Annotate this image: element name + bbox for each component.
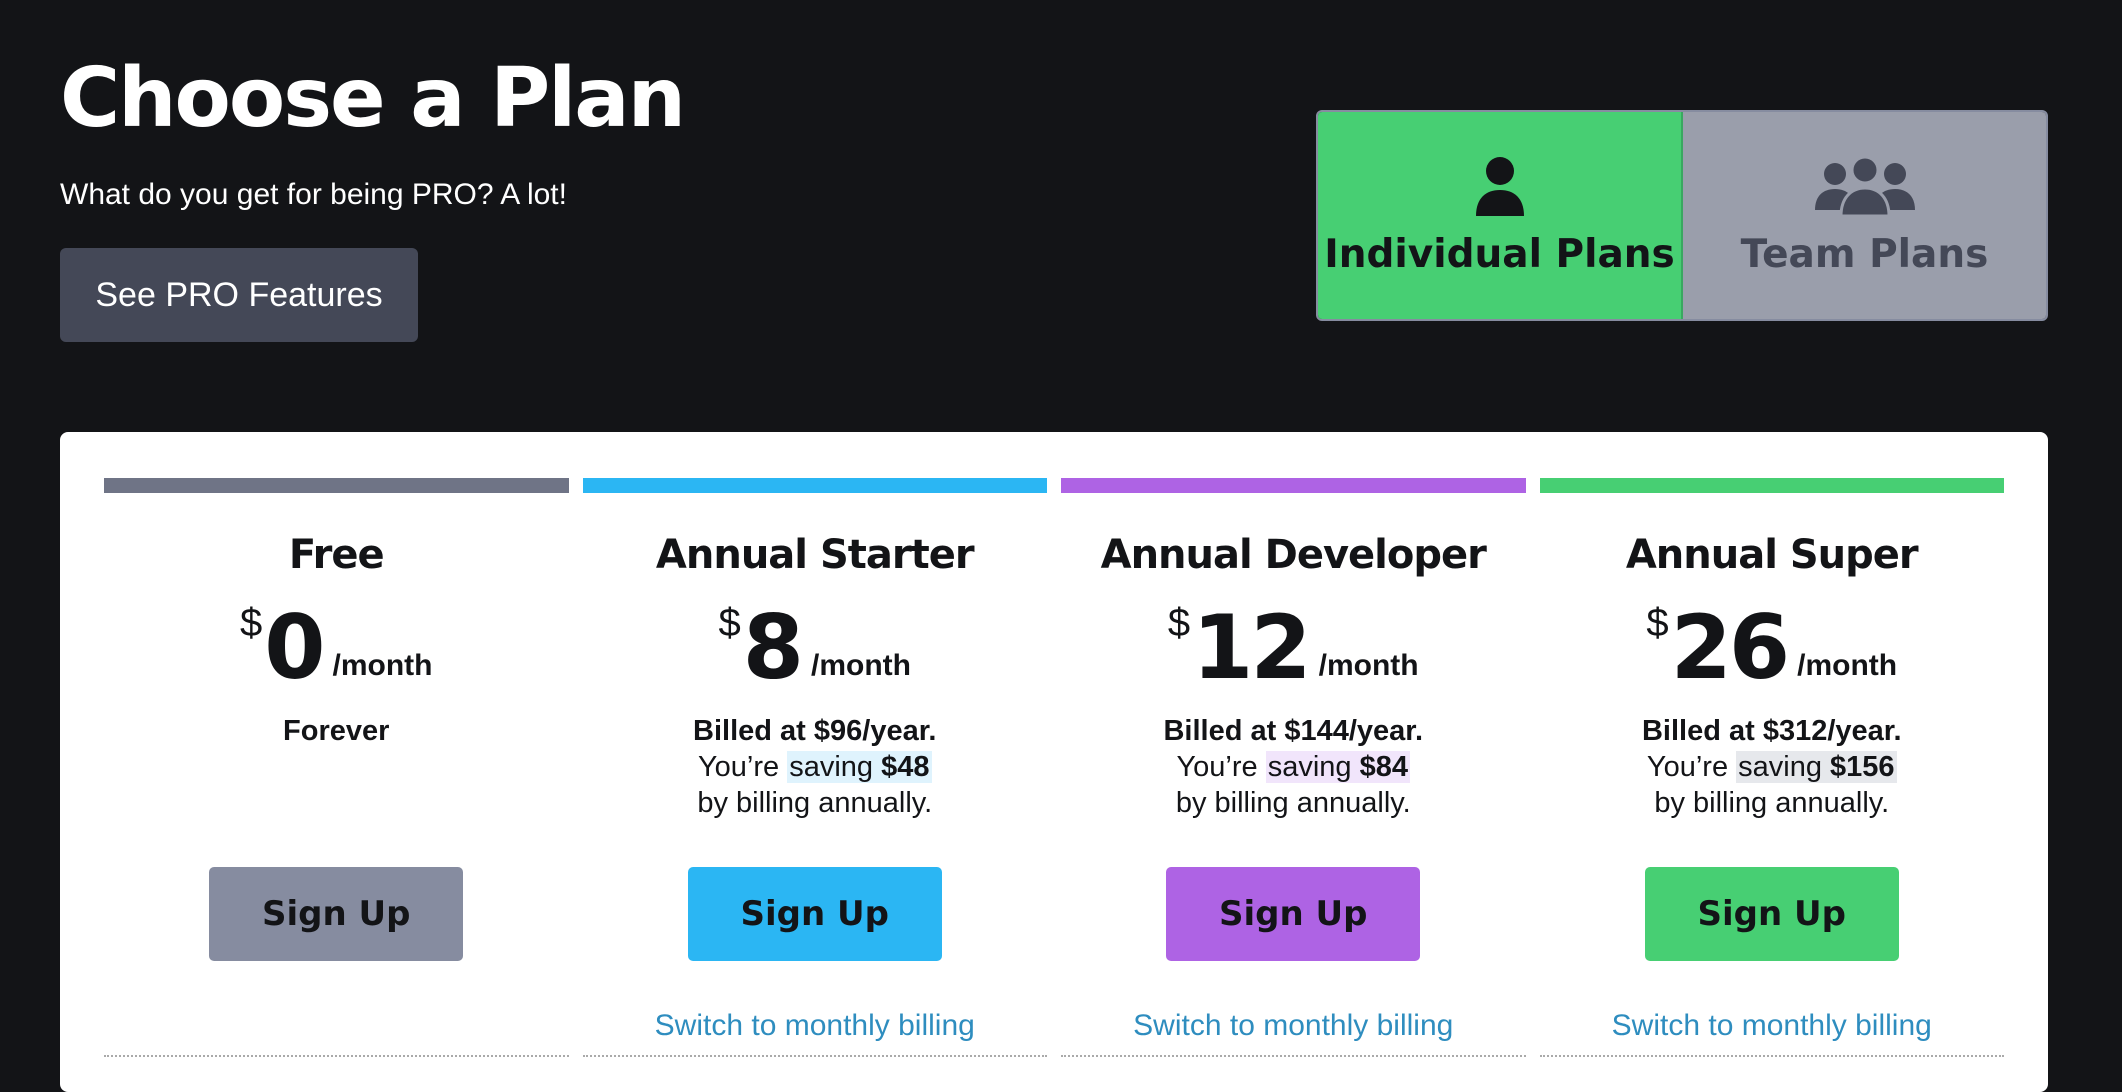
saving-word: saving xyxy=(789,751,874,783)
individual-plans-label: Individual Plans xyxy=(1324,232,1675,277)
saving-prefix: You’re xyxy=(697,751,788,783)
plans-card: Free $ 0 /month Forever Sign Up Annual S… xyxy=(60,432,2048,1092)
plan-price: $ 0 /month xyxy=(104,595,569,699)
billing-info: Billed at $96/year. You’re saving $48 by… xyxy=(583,713,1048,849)
plan-color-bar xyxy=(582,478,1047,493)
sign-up-button-annual-super[interactable]: Sign Up xyxy=(1644,867,1899,961)
price-period: /month xyxy=(332,649,433,682)
price-currency: $ xyxy=(718,601,741,645)
price-amount: 12 xyxy=(1192,595,1311,699)
team-plans-tab[interactable]: Team Plans xyxy=(1683,112,2046,319)
sign-up-button-annual-starter[interactable]: Sign Up xyxy=(687,867,942,961)
plan-name: Annual Developer xyxy=(1100,532,1487,578)
saving-word: saving xyxy=(1267,751,1352,783)
sign-up-button-annual-developer[interactable]: Sign Up xyxy=(1166,867,1421,961)
plan-divider xyxy=(1539,1055,2004,1057)
sign-up-button-free[interactable]: Sign Up xyxy=(209,867,464,961)
see-pro-features-button[interactable]: See PRO Features xyxy=(60,248,418,342)
plan-annual-super: Annual Super $ 26 /month Billed at $312/… xyxy=(1539,478,2005,1057)
price-period: /month xyxy=(811,649,911,682)
switch-to-monthly-link[interactable]: Switch to monthly billing xyxy=(1133,1009,1454,1042)
plan-price: $ 26 /month xyxy=(1540,595,2005,699)
saving-highlight: saving $156 xyxy=(1736,751,1897,783)
plan-price: $ 8 /month xyxy=(583,595,1048,699)
page-title: Choose a Plan xyxy=(60,51,686,146)
plan-price: $ 12 /month xyxy=(1061,595,1526,699)
switch-to-monthly-link[interactable]: Switch to monthly billing xyxy=(1611,1009,1932,1042)
saving-text: You’re saving $156 xyxy=(1540,749,2005,785)
switch-to-monthly-link[interactable]: Switch to monthly billing xyxy=(654,1009,975,1042)
price-currency: $ xyxy=(240,601,263,645)
plan-name: Annual Starter xyxy=(655,532,975,578)
plan-color-bar xyxy=(104,478,569,493)
billing-info: Billed at $144/year. You’re saving $84 b… xyxy=(1061,713,1526,849)
price-currency: $ xyxy=(1646,601,1669,645)
page-subtitle: What do you get for being PRO? A lot! xyxy=(60,178,567,211)
saving-text: You’re saving $48 xyxy=(583,749,1048,785)
billing-info: Billed at $312/year. You’re saving $156 … xyxy=(1540,713,2005,849)
saving-suffix: by billing annually. xyxy=(697,787,933,819)
saving-prefix: You’re xyxy=(1646,751,1737,783)
saving-suffix: by billing annually. xyxy=(1654,787,1890,819)
billed-text: Forever xyxy=(283,715,390,747)
price-amount: 8 xyxy=(742,595,804,699)
team-icon xyxy=(1814,155,1915,218)
plan-name: Free xyxy=(288,532,385,578)
billed-text: Billed at $96/year. xyxy=(693,715,937,747)
saving-prefix: You’re xyxy=(1176,751,1266,783)
plan-annual-developer: Annual Developer $ 12 /month Billed at $… xyxy=(1061,478,1526,1057)
saving-highlight: saving $48 xyxy=(787,751,932,783)
plan-color-bar xyxy=(1539,478,2004,493)
switch-billing-placeholder xyxy=(104,1009,569,1049)
price-period: /month xyxy=(1318,649,1419,682)
saving-word: saving xyxy=(1738,751,1822,783)
plan-color-bar xyxy=(1061,478,1526,493)
plan-divider xyxy=(582,1055,1047,1057)
saving-highlight: saving $84 xyxy=(1265,751,1410,783)
plan-divider xyxy=(104,1055,569,1057)
plan-annual-starter: Annual Starter $ 8 /month Billed at $96/… xyxy=(582,478,1048,1057)
user-icon xyxy=(1475,157,1524,216)
plan-list: Free $ 0 /month Forever Sign Up Annual S… xyxy=(104,478,2004,1057)
saving-amount: $48 xyxy=(881,751,930,783)
saving-text: You’re saving $84 xyxy=(1061,749,1526,785)
billed-text: Billed at $144/year. xyxy=(1163,715,1424,747)
price-amount: 0 xyxy=(264,595,325,699)
team-plans-label: Team Plans xyxy=(1740,232,1989,277)
price-period: /month xyxy=(1797,649,1898,682)
saving-amount: $84 xyxy=(1359,751,1408,783)
saving-amount: $156 xyxy=(1830,751,1895,783)
plan-name: Annual Super xyxy=(1625,532,1919,578)
plan-free: Free $ 0 /month Forever Sign Up xyxy=(104,478,569,1057)
plan-divider xyxy=(1061,1055,1526,1057)
saving-suffix: by billing annually. xyxy=(1175,787,1411,819)
plan-type-toggle: Individual Plans Team Plans xyxy=(1316,110,2048,321)
individual-plans-tab[interactable]: Individual Plans xyxy=(1318,112,1683,319)
billing-info: Forever xyxy=(104,713,569,849)
billed-text: Billed at $312/year. xyxy=(1641,715,1902,747)
price-currency: $ xyxy=(1167,601,1191,645)
price-amount: 26 xyxy=(1670,595,1790,699)
